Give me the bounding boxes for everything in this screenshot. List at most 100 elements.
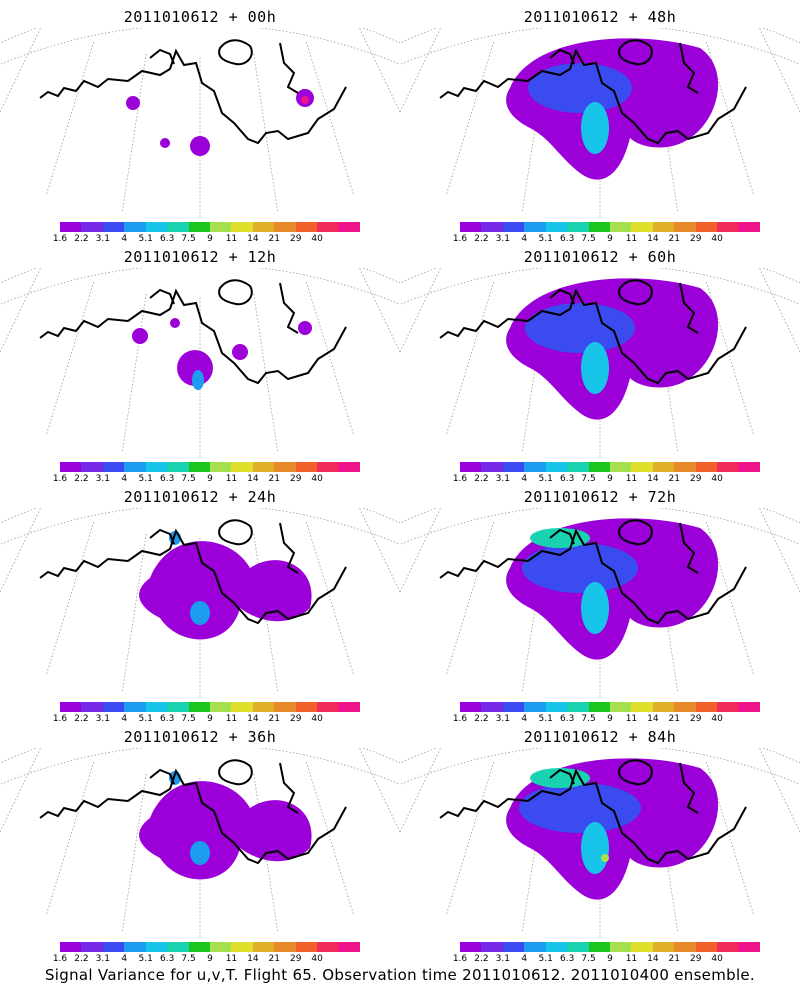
colorbar-tick-label: 1.6 bbox=[452, 474, 468, 484]
colorbar-tick-label: 6.3 bbox=[159, 954, 175, 964]
colorbar-tick-label: 21 bbox=[668, 234, 681, 244]
panel-title: 2011010612 + 84h bbox=[523, 728, 677, 746]
colorbar-tick-label: 1.6 bbox=[452, 234, 468, 244]
colorbar-tick-label: 40 bbox=[711, 474, 723, 484]
longitude-line bbox=[121, 773, 147, 933]
colorbar-tick-label: 9 bbox=[207, 714, 213, 724]
colorbar-swatch bbox=[274, 942, 296, 952]
colorbar-tick-label: 14 bbox=[247, 234, 259, 244]
longitude-line bbox=[445, 521, 494, 675]
variance-field bbox=[139, 531, 312, 640]
colorbar-tick-label: 3.1 bbox=[495, 234, 511, 244]
variance-field bbox=[126, 89, 314, 156]
longitude-line bbox=[521, 533, 547, 693]
colorbar-tick-label: 2.2 bbox=[74, 234, 89, 244]
colorbar-swatch bbox=[481, 942, 503, 952]
colorbar-swatch bbox=[295, 462, 318, 472]
map-panel: 2011010612 + 24h 1.6 2.2 3.1 4 5.1 6.3 7.5 9 11 1… bbox=[0, 480, 400, 725]
polar-map bbox=[400, 268, 800, 458]
colorbar-tick-label: 1.6 bbox=[52, 474, 68, 484]
colorbar-tick-label: 4 bbox=[521, 954, 528, 964]
coastline bbox=[39, 759, 347, 865]
colorbar-swatch bbox=[81, 462, 103, 472]
colorbar-swatch bbox=[460, 222, 482, 232]
colorbar-swatch bbox=[717, 462, 739, 472]
panel-title: 2011010612 + 24h bbox=[123, 488, 277, 506]
longitude-line bbox=[306, 761, 355, 915]
graticule bbox=[400, 268, 800, 458]
colorbar bbox=[460, 222, 760, 232]
colorbar-swatch bbox=[295, 702, 318, 712]
colorbar-swatch bbox=[695, 222, 718, 232]
colorbar-tick-label: 7.5 bbox=[181, 474, 196, 484]
colorbar-swatch bbox=[524, 942, 546, 952]
colorbar-swatch bbox=[188, 462, 210, 472]
graticule bbox=[0, 28, 400, 218]
colorbar-tick-label: 1.6 bbox=[452, 954, 468, 964]
variance-peak bbox=[581, 582, 609, 634]
colorbar-tick-label: 14 bbox=[647, 714, 659, 724]
colorbar-swatch bbox=[209, 222, 232, 232]
colorbar-tick-label: 11 bbox=[625, 474, 638, 484]
colorbar-tick-label: 40 bbox=[311, 234, 323, 244]
colorbar-tick-label: 21 bbox=[268, 954, 281, 964]
colorbar-tick-label: 9 bbox=[607, 714, 613, 724]
figure-caption: Signal Variance for u,v,T. Flight 65. Ob… bbox=[44, 966, 756, 984]
colorbar-tick-label: 29 bbox=[289, 474, 302, 484]
colorbar-swatch bbox=[231, 702, 253, 712]
polar-map bbox=[0, 268, 400, 458]
colorbar-swatch bbox=[588, 222, 610, 232]
colorbar-swatch bbox=[124, 462, 146, 472]
polar-map bbox=[400, 28, 800, 218]
variance-peak bbox=[581, 342, 609, 394]
longitude-line bbox=[521, 773, 547, 933]
colorbar-tick-label: 2.2 bbox=[74, 954, 89, 964]
colorbar bbox=[60, 462, 360, 472]
variance-region bbox=[522, 543, 638, 593]
colorbar-tick-label: 2.2 bbox=[474, 234, 489, 244]
colorbar-swatch bbox=[545, 222, 568, 232]
colorbar-tick-label: 29 bbox=[689, 954, 702, 964]
colorbar-swatch bbox=[231, 222, 253, 232]
variance-peak bbox=[190, 841, 210, 865]
colorbar-swatch bbox=[717, 942, 739, 952]
variance-peak bbox=[301, 96, 309, 104]
longitude-line bbox=[0, 508, 42, 593]
colorbar-swatch bbox=[588, 462, 610, 472]
colorbar-labels: 1.6 2.2 3.1 4 5.1 6.3 7.5 9 11 14 21 29 40 bbox=[453, 234, 760, 246]
panel-title: 2011010612 + 36h bbox=[123, 728, 277, 746]
colorbar-swatch bbox=[145, 702, 168, 712]
polar-map bbox=[0, 508, 400, 698]
variance-blob bbox=[506, 38, 719, 180]
variance-field bbox=[132, 318, 312, 390]
variance-peak bbox=[581, 102, 609, 154]
variance-region bbox=[519, 783, 641, 833]
colorbar-tick-label: 7.5 bbox=[181, 714, 196, 724]
panel-title: 2011010612 + 48h bbox=[523, 8, 677, 26]
colorbar-swatch bbox=[60, 942, 82, 952]
map-panel: 2011010612 + 36h 1.6 2.2 3.1 4 5.1 6.3 7.5 9 11 1… bbox=[0, 720, 400, 965]
colorbar-tick-label: 29 bbox=[689, 474, 702, 484]
colorbar-tick-label: 11 bbox=[225, 234, 238, 244]
colorbar-tick-label: 6.3 bbox=[559, 234, 575, 244]
panel-title: 2011010612 + 72h bbox=[523, 488, 677, 506]
colorbar-tick-label: 5.1 bbox=[138, 234, 153, 244]
colorbar-tick-label: 14 bbox=[247, 714, 259, 724]
colorbar-swatch bbox=[295, 942, 318, 952]
colorbar-tick-label: 40 bbox=[711, 954, 723, 964]
colorbar-tick-label: 4 bbox=[521, 474, 528, 484]
colorbar-tick-label: 4 bbox=[521, 234, 528, 244]
colorbar-swatch bbox=[317, 222, 339, 232]
colorbar-tick-label: 21 bbox=[668, 474, 681, 484]
colorbar-swatch bbox=[738, 942, 760, 952]
colorbar-swatch bbox=[124, 702, 146, 712]
coastline bbox=[439, 759, 747, 865]
variance-blob bbox=[132, 328, 148, 344]
colorbar-swatch bbox=[167, 222, 189, 232]
colorbar-swatch bbox=[567, 222, 589, 232]
longitude-line bbox=[400, 508, 442, 593]
colorbar-swatch bbox=[209, 462, 232, 472]
colorbar-tick-label: 21 bbox=[268, 474, 281, 484]
colorbar-swatch bbox=[317, 462, 339, 472]
latitude-line bbox=[0, 268, 400, 296]
